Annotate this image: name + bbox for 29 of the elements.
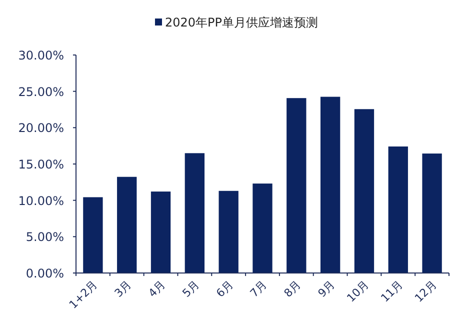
bar <box>150 192 171 273</box>
bar <box>83 197 103 273</box>
bar <box>218 190 238 273</box>
x-tick-label: 10月 <box>344 278 372 305</box>
y-tick-label: 20.00% <box>18 121 64 136</box>
y-tick-label: 5.00% <box>26 230 64 244</box>
bar <box>117 176 137 273</box>
y-tick-label: 10.00% <box>18 194 64 208</box>
y-tick-label: 25.00% <box>18 84 64 99</box>
y-tick-label: 0.00% <box>26 266 64 280</box>
bar <box>286 98 306 273</box>
y-tick-label: 15.00% <box>18 158 64 172</box>
x-tick-label: 5月 <box>180 278 202 300</box>
x-tick-label: 7月 <box>248 278 270 300</box>
x-tick-label: 11月 <box>378 278 406 305</box>
bar <box>422 154 442 273</box>
bar <box>320 96 340 273</box>
legend-label: 2020年PP单月供应增速预测 <box>164 16 318 30</box>
y-tick-label: 30.00% <box>18 48 64 62</box>
bar <box>354 109 374 273</box>
x-tick-label: 4月 <box>146 278 168 300</box>
x-tick-label: 8月 <box>282 278 304 300</box>
bar <box>388 146 408 273</box>
x-tick-label: 9月 <box>316 278 338 300</box>
x-tick-label: 6月 <box>214 278 236 300</box>
x-tick-label: 12月 <box>412 278 440 305</box>
bar <box>184 153 205 273</box>
bar <box>252 184 272 273</box>
x-tick-label: 3月 <box>112 278 134 300</box>
